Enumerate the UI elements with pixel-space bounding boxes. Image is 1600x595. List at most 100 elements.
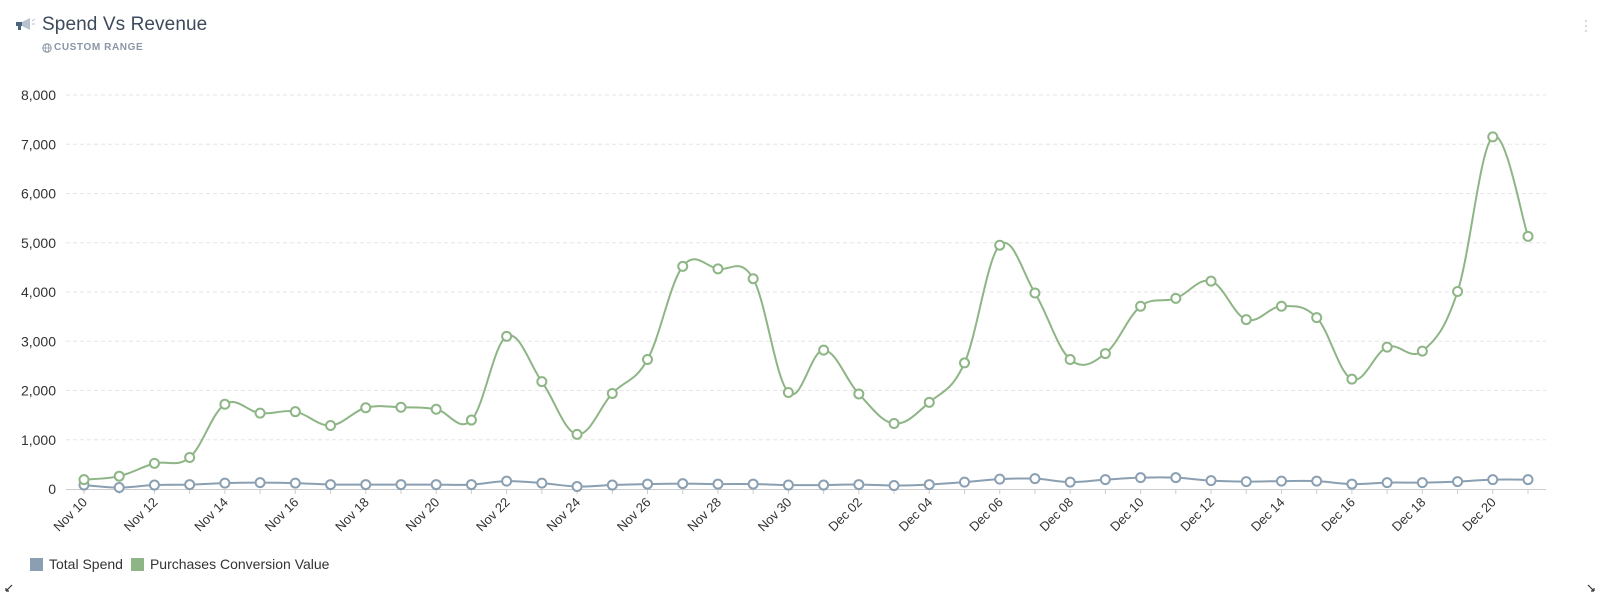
data-point-purchases-conversion-value[interactable] xyxy=(395,401,407,413)
data-point-total-spend[interactable] xyxy=(677,478,689,490)
data-point-total-spend[interactable] xyxy=(219,477,231,489)
data-point-total-spend[interactable] xyxy=(958,476,970,488)
data-point-total-spend[interactable] xyxy=(571,481,583,493)
data-point-total-spend[interactable] xyxy=(1029,473,1041,485)
globe-icon xyxy=(42,42,52,53)
data-point-purchases-conversion-value[interactable] xyxy=(536,376,548,388)
series-line-purchases-conversion-value xyxy=(83,135,1529,481)
data-point-total-spend[interactable] xyxy=(1416,477,1428,489)
data-point-total-spend[interactable] xyxy=(1487,474,1499,486)
data-point-purchases-conversion-value[interactable] xyxy=(571,428,583,440)
data-point-purchases-conversion-value[interactable] xyxy=(1029,287,1041,299)
data-point-purchases-conversion-value[interactable] xyxy=(78,474,90,486)
data-point-purchases-conversion-value[interactable] xyxy=(184,451,196,463)
data-point-purchases-conversion-value[interactable] xyxy=(1135,300,1147,312)
data-point-purchases-conversion-value[interactable] xyxy=(677,260,689,272)
data-point-total-spend[interactable] xyxy=(1522,474,1534,486)
x-tick-label: Dec 06 xyxy=(966,495,1006,535)
data-point-purchases-conversion-value[interactable] xyxy=(289,406,301,418)
data-point-purchases-conversion-value[interactable] xyxy=(1170,292,1182,304)
data-point-purchases-conversion-value[interactable] xyxy=(994,239,1006,251)
data-point-total-spend[interactable] xyxy=(113,482,125,494)
x-tick-label: Dec 20 xyxy=(1459,495,1499,535)
data-point-purchases-conversion-value[interactable] xyxy=(1275,300,1287,312)
y-tick-label: 0 xyxy=(48,481,56,497)
x-tick-label: Nov 24 xyxy=(543,495,583,535)
data-point-total-spend[interactable] xyxy=(1240,476,1252,488)
data-point-purchases-conversion-value[interactable] xyxy=(465,414,477,426)
data-point-purchases-conversion-value[interactable] xyxy=(360,402,372,414)
more-options-icon[interactable] xyxy=(1584,18,1588,34)
x-tick-label: Dec 14 xyxy=(1248,495,1288,535)
y-tick-label: 8,000 xyxy=(21,87,56,103)
data-point-purchases-conversion-value[interactable] xyxy=(853,388,865,400)
data-point-total-spend[interactable] xyxy=(853,479,865,491)
data-point-purchases-conversion-value[interactable] xyxy=(782,386,794,398)
data-point-total-spend[interactable] xyxy=(712,478,724,490)
data-point-purchases-conversion-value[interactable] xyxy=(148,457,160,469)
data-point-purchases-conversion-value[interactable] xyxy=(1064,353,1076,365)
data-point-total-spend[interactable] xyxy=(747,478,759,490)
data-point-total-spend[interactable] xyxy=(465,479,477,491)
data-point-total-spend[interactable] xyxy=(325,479,337,491)
data-point-total-spend[interactable] xyxy=(1099,474,1111,486)
data-point-purchases-conversion-value[interactable] xyxy=(923,396,935,408)
data-point-purchases-conversion-value[interactable] xyxy=(888,417,900,429)
legend-item-total-spend[interactable]: Total Spend xyxy=(30,556,123,572)
data-point-purchases-conversion-value[interactable] xyxy=(1205,275,1217,287)
data-point-purchases-conversion-value[interactable] xyxy=(1346,373,1358,385)
data-point-total-spend[interactable] xyxy=(923,479,935,491)
data-point-purchases-conversion-value[interactable] xyxy=(606,387,618,399)
data-point-total-spend[interactable] xyxy=(1135,472,1147,484)
data-point-total-spend[interactable] xyxy=(1064,476,1076,488)
data-point-total-spend[interactable] xyxy=(1346,478,1358,490)
data-point-total-spend[interactable] xyxy=(536,477,548,489)
data-point-total-spend[interactable] xyxy=(395,479,407,491)
data-point-purchases-conversion-value[interactable] xyxy=(712,263,724,275)
data-point-purchases-conversion-value[interactable] xyxy=(325,419,337,431)
data-point-total-spend[interactable] xyxy=(1170,472,1182,484)
data-point-purchases-conversion-value[interactable] xyxy=(501,330,513,342)
data-point-total-spend[interactable] xyxy=(289,477,301,489)
data-point-purchases-conversion-value[interactable] xyxy=(254,407,266,419)
data-point-total-spend[interactable] xyxy=(1311,475,1323,487)
data-point-total-spend[interactable] xyxy=(360,479,372,491)
data-point-purchases-conversion-value[interactable] xyxy=(747,273,759,285)
date-range-label[interactable]: CUSTOM RANGE xyxy=(54,42,144,53)
data-point-total-spend[interactable] xyxy=(1205,475,1217,487)
data-point-purchases-conversion-value[interactable] xyxy=(1311,312,1323,324)
data-point-purchases-conversion-value[interactable] xyxy=(1099,348,1111,360)
data-point-total-spend[interactable] xyxy=(148,479,160,491)
data-point-purchases-conversion-value[interactable] xyxy=(1522,230,1534,242)
data-point-purchases-conversion-value[interactable] xyxy=(818,344,830,356)
data-point-total-spend[interactable] xyxy=(1381,477,1393,489)
data-point-purchases-conversion-value[interactable] xyxy=(1416,345,1428,357)
data-point-purchases-conversion-value[interactable] xyxy=(1452,286,1464,298)
data-point-purchases-conversion-value[interactable] xyxy=(958,357,970,369)
data-point-purchases-conversion-value[interactable] xyxy=(430,403,442,415)
data-point-total-spend[interactable] xyxy=(782,479,794,491)
data-point-purchases-conversion-value[interactable] xyxy=(1487,131,1499,143)
data-point-total-spend[interactable] xyxy=(1452,476,1464,488)
resize-handle-left-icon[interactable] xyxy=(4,583,14,593)
data-point-total-spend[interactable] xyxy=(818,479,830,491)
data-point-total-spend[interactable] xyxy=(642,478,654,490)
data-point-total-spend[interactable] xyxy=(1275,475,1287,487)
data-point-total-spend[interactable] xyxy=(184,479,196,491)
data-point-total-spend[interactable] xyxy=(888,480,900,492)
data-point-total-spend[interactable] xyxy=(501,475,513,487)
data-point-total-spend[interactable] xyxy=(430,479,442,491)
data-point-purchases-conversion-value[interactable] xyxy=(219,398,231,410)
data-point-purchases-conversion-value[interactable] xyxy=(113,470,125,482)
legend-label-total-spend: Total Spend xyxy=(49,556,123,572)
legend-item-purchases-conversion-value[interactable]: Purchases Conversion Value xyxy=(130,556,329,572)
data-point-purchases-conversion-value[interactable] xyxy=(1240,314,1252,326)
resize-handle-right-icon[interactable] xyxy=(1586,583,1596,593)
data-point-total-spend[interactable] xyxy=(254,477,266,489)
data-point-purchases-conversion-value[interactable] xyxy=(642,353,654,365)
data-point-total-spend[interactable] xyxy=(606,479,618,491)
y-tick-label: 6,000 xyxy=(21,186,56,202)
data-point-total-spend[interactable] xyxy=(994,473,1006,485)
data-point-purchases-conversion-value[interactable] xyxy=(1381,341,1393,353)
chart-legend: Total Spend Purchases Conversion Value xyxy=(30,556,337,572)
